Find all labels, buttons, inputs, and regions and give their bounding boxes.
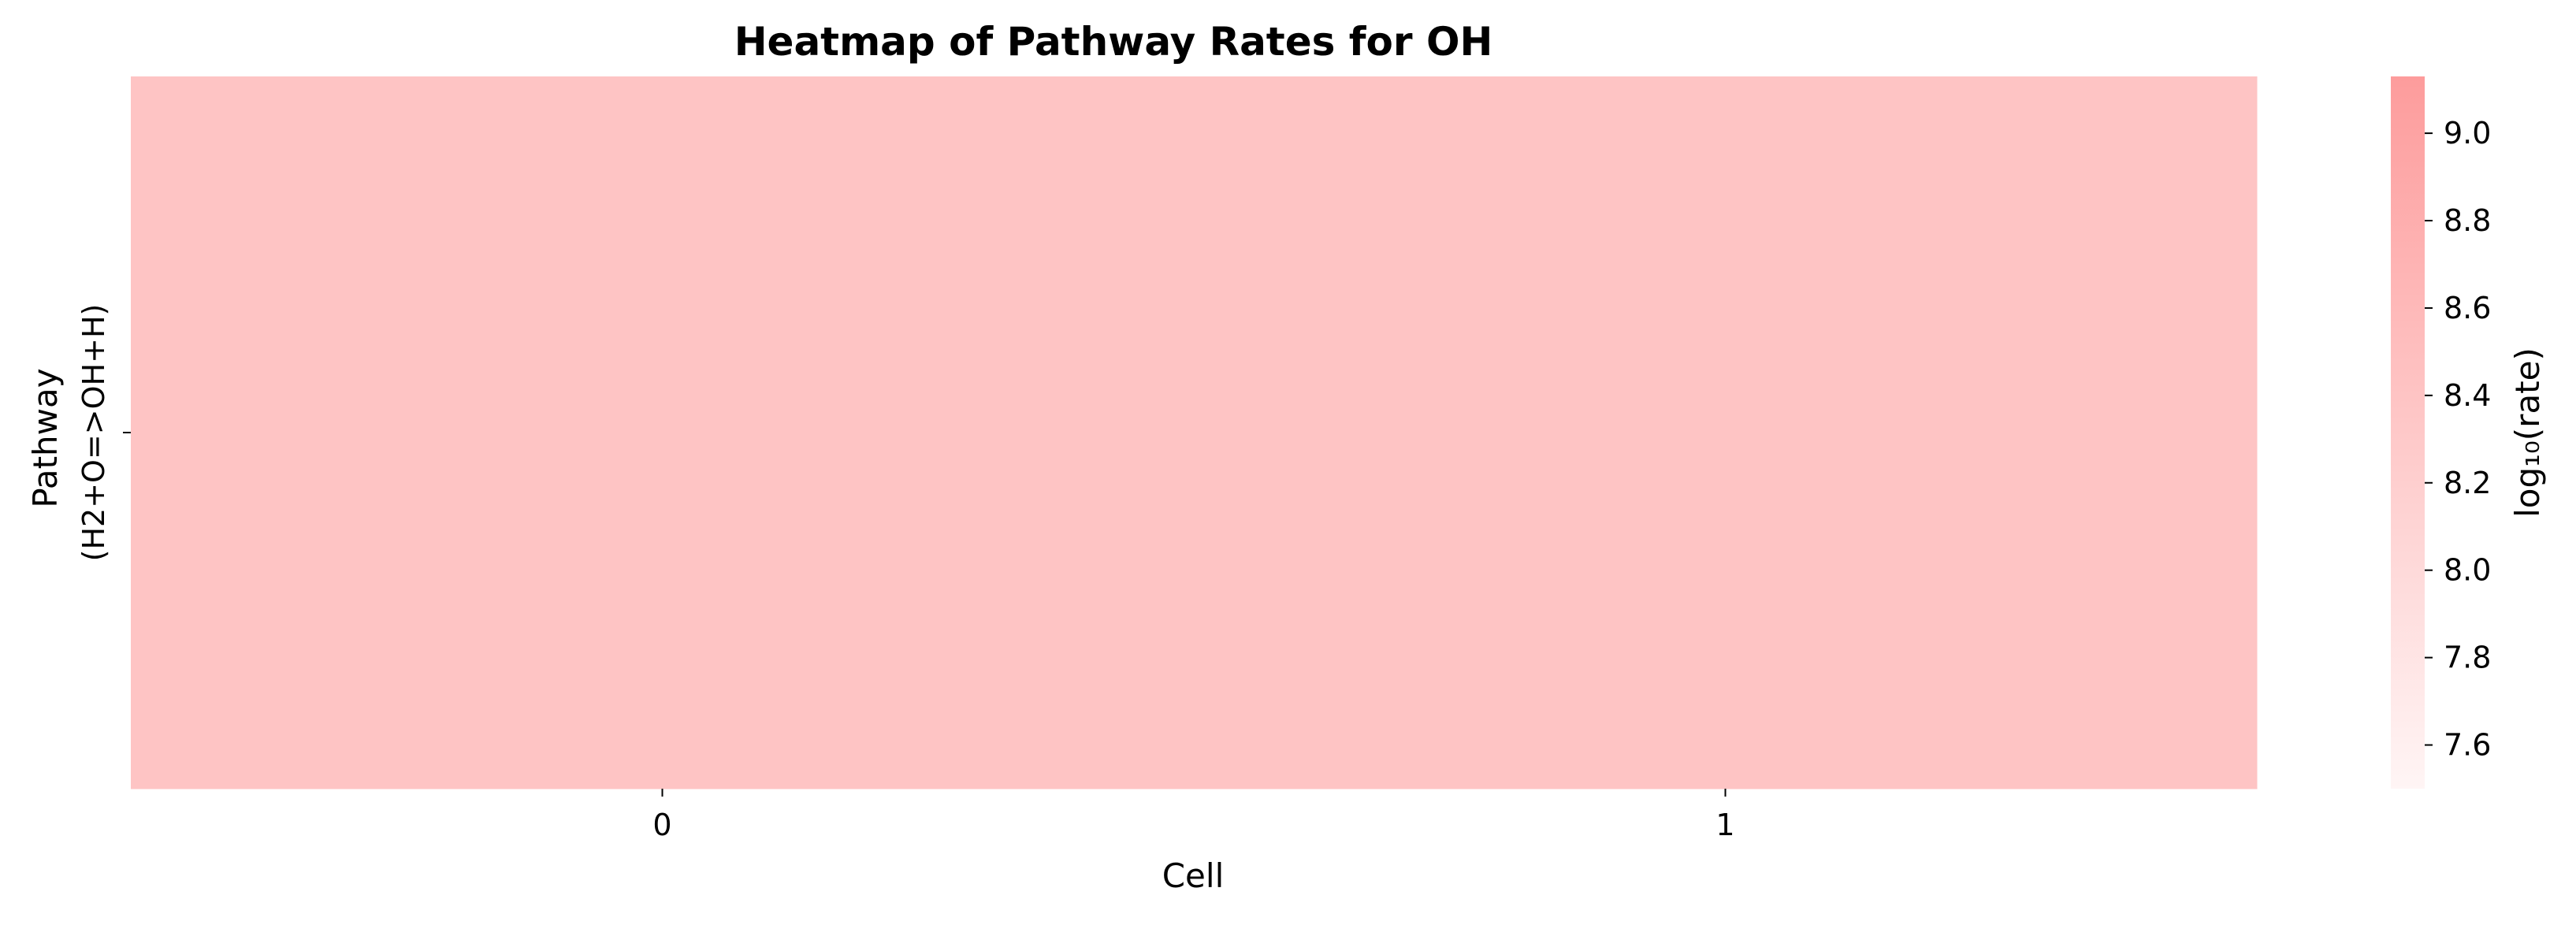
colorbar-tick-label: 8.8	[2444, 203, 2491, 238]
colorbar-tick-label: 7.8	[2444, 641, 2491, 675]
colorbar-tick-label: 9.0	[2444, 116, 2491, 150]
y-tick-label: (H2+O=>OH+H)	[76, 304, 111, 562]
heatmap-cell	[131, 76, 1195, 789]
colorbar-tick-label: 7.6	[2444, 728, 2491, 763]
y-axis-label: Pathway	[26, 368, 65, 507]
colorbar-ticks: 7.6 7.8 8.0 8.2 8.4 8.6 8.8 9.0	[2425, 116, 2491, 763]
x-axis-label: Cell	[1162, 856, 1225, 895]
heatmap-cell	[1194, 76, 2258, 789]
chart-title: Heatmap of Pathway Rates for OH	[734, 19, 1493, 65]
x-tick-label: 0	[652, 808, 671, 842]
y-axis-ticks: (H2+O=>OH+H)	[76, 304, 131, 562]
colorbar-tick-label: 8.4	[2444, 378, 2491, 413]
colorbar-tick-label: 8.6	[2444, 291, 2491, 325]
x-tick-label: 1	[1715, 808, 1734, 842]
colorbar-label: log₁₀(rate)	[2508, 347, 2547, 518]
colorbar-tick-label: 8.0	[2444, 553, 2491, 588]
heatmap-cells	[131, 76, 2258, 789]
colorbar	[2391, 76, 2425, 789]
colorbar-tick-label: 8.2	[2444, 466, 2491, 500]
